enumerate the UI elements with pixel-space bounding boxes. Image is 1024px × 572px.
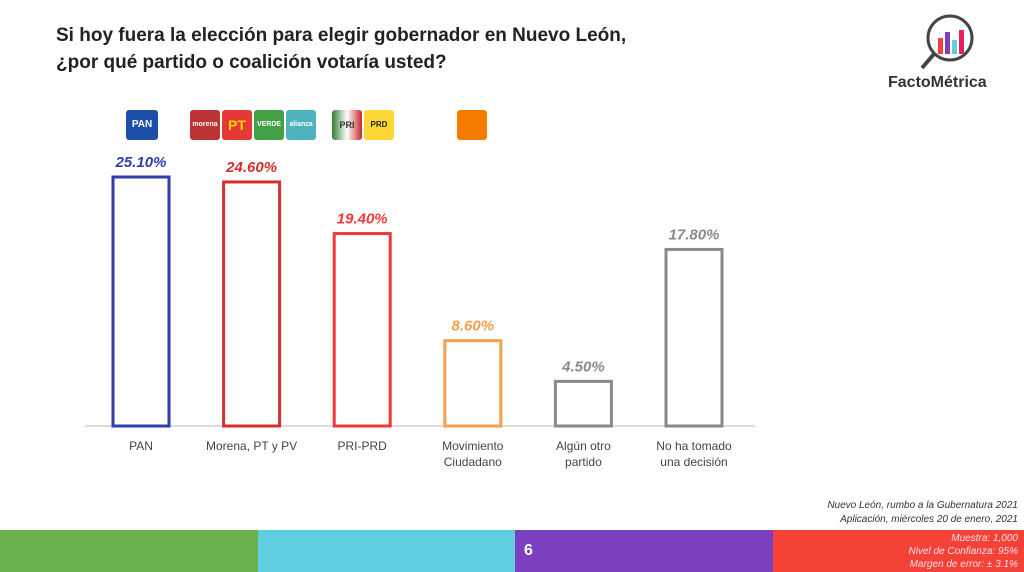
margin-of-error: Margen de error: ± 3.1%	[909, 559, 1018, 570]
page-title: Si hoy fuera la elección para elegir gob…	[56, 22, 626, 76]
bar	[111, 175, 171, 428]
category-label: Movimiento	[442, 439, 504, 453]
band-cyan	[258, 530, 515, 572]
footer-line-1: Nuevo León, rumbo a la Gubernatura 2021	[827, 500, 1018, 511]
category-label: PRI-PRD	[338, 439, 388, 453]
category-label: una decisión	[660, 455, 727, 469]
title-line-2: ¿por qué partido o coalición votaría ust…	[56, 52, 447, 73]
pan-logo-icon: PAN	[126, 110, 158, 140]
category-label: PAN	[129, 439, 153, 453]
factometrica-logo-icon	[920, 14, 974, 70]
confidence-level: Nivel de Confianza: 95%	[908, 546, 1018, 557]
page-number: 6	[524, 542, 533, 559]
mc-logo-icon	[457, 110, 487, 140]
band-green	[0, 530, 258, 572]
band-red	[773, 530, 1024, 572]
data-label: 19.40%	[337, 211, 388, 228]
category-label: partido	[565, 455, 602, 469]
data-label: 24.60%	[225, 159, 277, 176]
data-label: 17.80%	[669, 226, 720, 243]
bar-chart: 25.10% PAN 24.60% Morena, PT y PV 19.40% PRI-…	[85, 154, 755, 469]
bar	[443, 339, 503, 428]
bar	[553, 379, 613, 428]
band-purple	[515, 530, 773, 572]
bar	[664, 247, 724, 428]
pri-prd-logo-icon: PRI PRD	[332, 110, 394, 140]
morena-coalition-logo-icon: morena PT VERDE alianza	[190, 110, 316, 140]
data-label: 8.60%	[452, 318, 495, 335]
data-label: 4.50%	[561, 358, 605, 375]
bar	[222, 180, 282, 428]
category-label: Ciudadano	[444, 455, 502, 469]
data-label: 25.10%	[115, 154, 167, 171]
category-label: Morena, PT y PV	[206, 439, 297, 453]
category-label: No ha tomado	[656, 439, 732, 453]
footer-line-2: Aplicación, miércoles 20 de enero, 2021	[840, 514, 1018, 525]
title-line-1: Si hoy fuera la elección para elegir gob…	[56, 25, 627, 46]
category-label: Algún otro	[556, 439, 611, 453]
sample-size: Muestra: 1,000	[951, 533, 1018, 544]
brand-name: FactoMétrica	[888, 74, 987, 91]
bar	[332, 232, 392, 428]
survey-meta: Muestra: 1,000 Nivel de Confianza: 95% M…	[908, 532, 1018, 571]
